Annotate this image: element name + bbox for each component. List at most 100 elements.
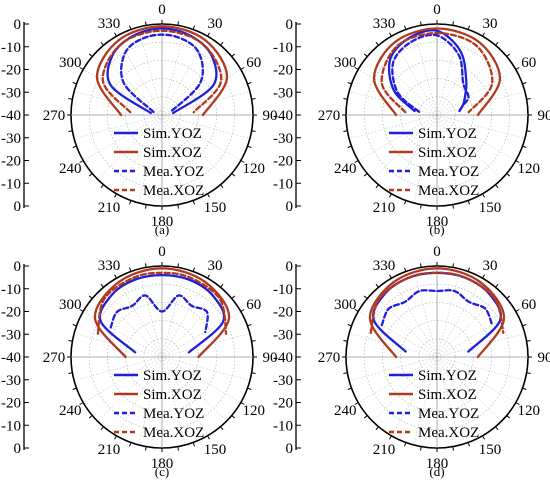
panel-caption: (b): [429, 222, 444, 237]
polar-angle-tick: [522, 145, 527, 148]
series-line-sim-xoz: [372, 27, 502, 117]
polar-angle-tick: [363, 173, 368, 177]
radial-tick-label: -10: [1, 40, 21, 56]
polar-angle-tick: [207, 32, 210, 37]
radial-tick-label: 0: [286, 441, 294, 457]
radial-tick-label: -40: [1, 350, 21, 366]
polar-angle-tick: [240, 402, 245, 405]
polar-angle-tick: [220, 283, 224, 288]
angle-label: 180: [151, 214, 174, 230]
polar-spoke: [83, 69, 163, 116]
polar-spoke: [161, 333, 250, 358]
legend-label: Sim.XOZ: [143, 145, 202, 161]
polar-angle-tick: [68, 340, 73, 342]
legend-label: Sim.YOZ: [418, 126, 477, 142]
angle-label: 270: [318, 350, 341, 366]
legend-label: Mea.YOZ: [418, 406, 479, 422]
radial-tick-label: -20: [273, 396, 293, 412]
polar-angle-tick: [177, 446, 179, 451]
polar-spoke: [161, 114, 227, 180]
polar-angle-tick: [522, 324, 527, 327]
polar-angle-tick: [251, 340, 256, 342]
angle-label: 150: [479, 200, 502, 216]
angle-label: 150: [204, 442, 227, 458]
polar-angle-tick: [114, 32, 117, 37]
polar-angle-tick: [100, 426, 104, 431]
legend-label: Sim.XOZ: [418, 387, 477, 403]
legend-label: Sim.YOZ: [418, 368, 477, 384]
polar-spoke: [349, 91, 438, 116]
polar-spoke: [436, 356, 483, 436]
angle-label: 330: [98, 258, 121, 274]
polar-spoke: [413, 27, 438, 116]
radial-tick-label: -20: [273, 305, 293, 321]
polar-angle-tick: [129, 442, 132, 447]
polar-angle-tick: [495, 184, 499, 189]
polar-angle-tick: [251, 130, 256, 132]
legend-label: Sim.XOZ: [418, 145, 477, 161]
polar-angle-tick: [192, 25, 195, 30]
polar-spoke: [436, 356, 502, 422]
polar-spoke: [138, 114, 163, 203]
polar-angle-tick: [231, 295, 236, 299]
polar-spoke: [161, 27, 186, 116]
polar-spoke: [161, 114, 241, 161]
polar-chart-3: 0 30 60 90 120 150 180 210 240 270 300 330 0 -10 -20 -3…: [273, 244, 550, 479]
angle-label: 210: [373, 442, 396, 458]
radial-tick-label: 0: [14, 441, 22, 457]
polar-angle-tick: [100, 184, 104, 189]
polar-angle-tick: [100, 283, 104, 288]
series-line-mea-xoz: [380, 31, 494, 114]
radial-tick-label: -30: [1, 131, 21, 147]
series-line-mea-xoz: [96, 271, 228, 335]
polar-spoke: [436, 50, 502, 116]
panel-caption: (a): [155, 222, 169, 237]
polar-chart-1: 0 30 60 90 120 150 180 210 240 270 300 330 0 -10 -20 -3…: [273, 2, 550, 237]
polar-angle-tick: [240, 67, 245, 70]
legend-label: Mea.XOZ: [418, 425, 479, 441]
polar-angle-tick: [72, 145, 77, 148]
angle-label: 0: [433, 2, 441, 18]
polar-angle-tick: [452, 263, 454, 268]
polar-spoke: [97, 50, 163, 116]
angle-label: 120: [518, 161, 541, 177]
polar-angle-tick: [354, 67, 359, 70]
angle-label: 150: [204, 200, 227, 216]
angle-label: 270: [318, 108, 341, 124]
polar-angle-tick: [129, 267, 132, 272]
polar-angle-tick: [192, 442, 195, 447]
radial-tick-label: 0: [14, 17, 22, 33]
polar-spoke: [161, 356, 250, 381]
polar-spoke: [161, 356, 208, 436]
polar-spoke: [436, 27, 461, 116]
polar-angle-tick: [88, 53, 93, 57]
angle-label: 240: [334, 161, 357, 177]
angle-label: 270: [43, 108, 66, 124]
angle-label: 90: [263, 108, 278, 124]
polar-angle-tick: [145, 263, 147, 268]
radial-tick-label: -30: [273, 85, 293, 101]
polar-spoke: [138, 356, 163, 445]
polar-angle-tick: [177, 263, 179, 268]
radial-tick-label: -30: [1, 373, 21, 389]
polar-angle-tick: [347, 387, 352, 390]
polar-spoke: [391, 36, 438, 116]
angle-label: 90: [263, 350, 278, 366]
polar-spoke: [161, 114, 186, 203]
radial-tick-label: -20: [273, 63, 293, 79]
angle-label: 90: [538, 350, 550, 366]
polar-angle-tick: [354, 309, 359, 312]
polar-angle-tick: [247, 82, 252, 85]
angle-label: 330: [373, 258, 396, 274]
polar-angle-tick: [389, 193, 392, 198]
series-line-sim-xoz: [93, 267, 231, 359]
polar-spoke: [372, 292, 438, 358]
polar-angle-tick: [363, 53, 368, 57]
polar-angle-tick: [207, 193, 210, 198]
radial-tick-label: 0: [286, 259, 294, 275]
polar-spoke: [436, 114, 483, 194]
polar-angle-tick: [467, 442, 470, 447]
angle-label: 300: [334, 297, 357, 313]
angle-label: 270: [43, 350, 66, 366]
radial-tick-label: -10: [1, 282, 21, 298]
